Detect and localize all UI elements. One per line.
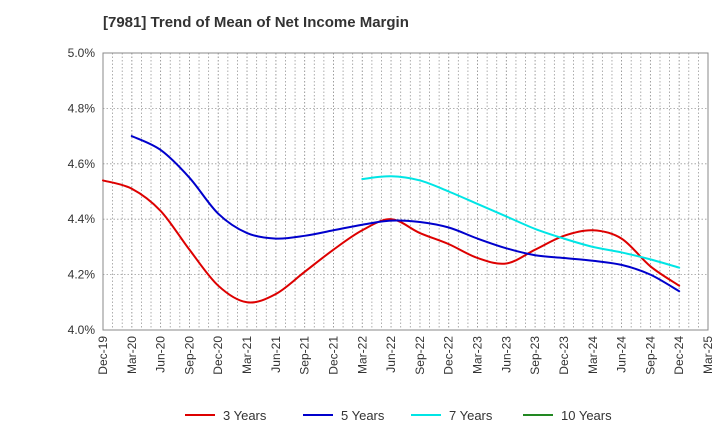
y-tick-label: 4.0% xyxy=(68,323,96,337)
x-tick-label: Jun-20 xyxy=(154,336,168,373)
y-tick-label: 4.6% xyxy=(68,157,96,171)
x-tick-label: Dec-19 xyxy=(96,336,110,375)
legend-label-3-years: 3 Years xyxy=(223,408,267,423)
x-tick-label: Mar-21 xyxy=(240,336,254,374)
x-tick-label: Mar-22 xyxy=(355,336,369,374)
grid xyxy=(103,53,708,330)
x-tick-label: Jun-23 xyxy=(499,336,513,373)
x-tick-label: Sep-24 xyxy=(643,336,657,375)
series xyxy=(102,135,681,304)
y-tick-label: 4.8% xyxy=(68,101,96,115)
chart-title: [7981] Trend of Mean of Net Income Margi… xyxy=(103,14,409,31)
y-tick-label: 4.4% xyxy=(68,212,96,226)
x-tick-label: Jun-24 xyxy=(615,336,629,373)
legend: 3 Years 5 Years 7 Years 10 Years xyxy=(185,408,612,423)
legend-label-10-years: 10 Years xyxy=(561,408,612,423)
x-tick-label: Dec-22 xyxy=(442,336,456,375)
x-tick-label: Sep-21 xyxy=(298,336,312,375)
x-tick-label: Sep-23 xyxy=(528,336,542,375)
x-tick-label: Jun-21 xyxy=(269,336,283,373)
x-tick-label: Sep-20 xyxy=(182,336,196,375)
series-line-5-years xyxy=(130,135,681,293)
x-tick-label: Mar-24 xyxy=(586,336,600,374)
series-line-7-years xyxy=(361,175,681,269)
x-tick-label: Mar-20 xyxy=(125,336,139,374)
x-tick-label: Dec-20 xyxy=(211,336,225,375)
x-tick-label: Jun-22 xyxy=(384,336,398,373)
x-tick-label: Dec-21 xyxy=(326,336,340,375)
series-line-3-years xyxy=(102,179,681,304)
x-tick-label: Mar-23 xyxy=(471,336,485,374)
y-tick-label: 5.0% xyxy=(68,46,96,60)
plot-frame xyxy=(102,52,709,331)
legend-label-7-years: 7 Years xyxy=(449,408,493,423)
x-tick-label: Sep-22 xyxy=(413,336,427,375)
y-axis: 4.0% 4.2% 4.4% 4.6% 4.8% 5.0% xyxy=(68,46,96,337)
x-tick-label: Mar-25 xyxy=(701,336,715,374)
y-tick-label: 4.2% xyxy=(68,268,96,282)
x-axis: Dec-19 Mar-20 Jun-20 Sep-20 Dec-20 Mar-21 Jun-… xyxy=(96,336,715,375)
x-tick-label: Dec-23 xyxy=(557,336,571,375)
x-tick-label: Dec-24 xyxy=(672,336,686,375)
legend-label-5-years: 5 Years xyxy=(341,408,385,423)
